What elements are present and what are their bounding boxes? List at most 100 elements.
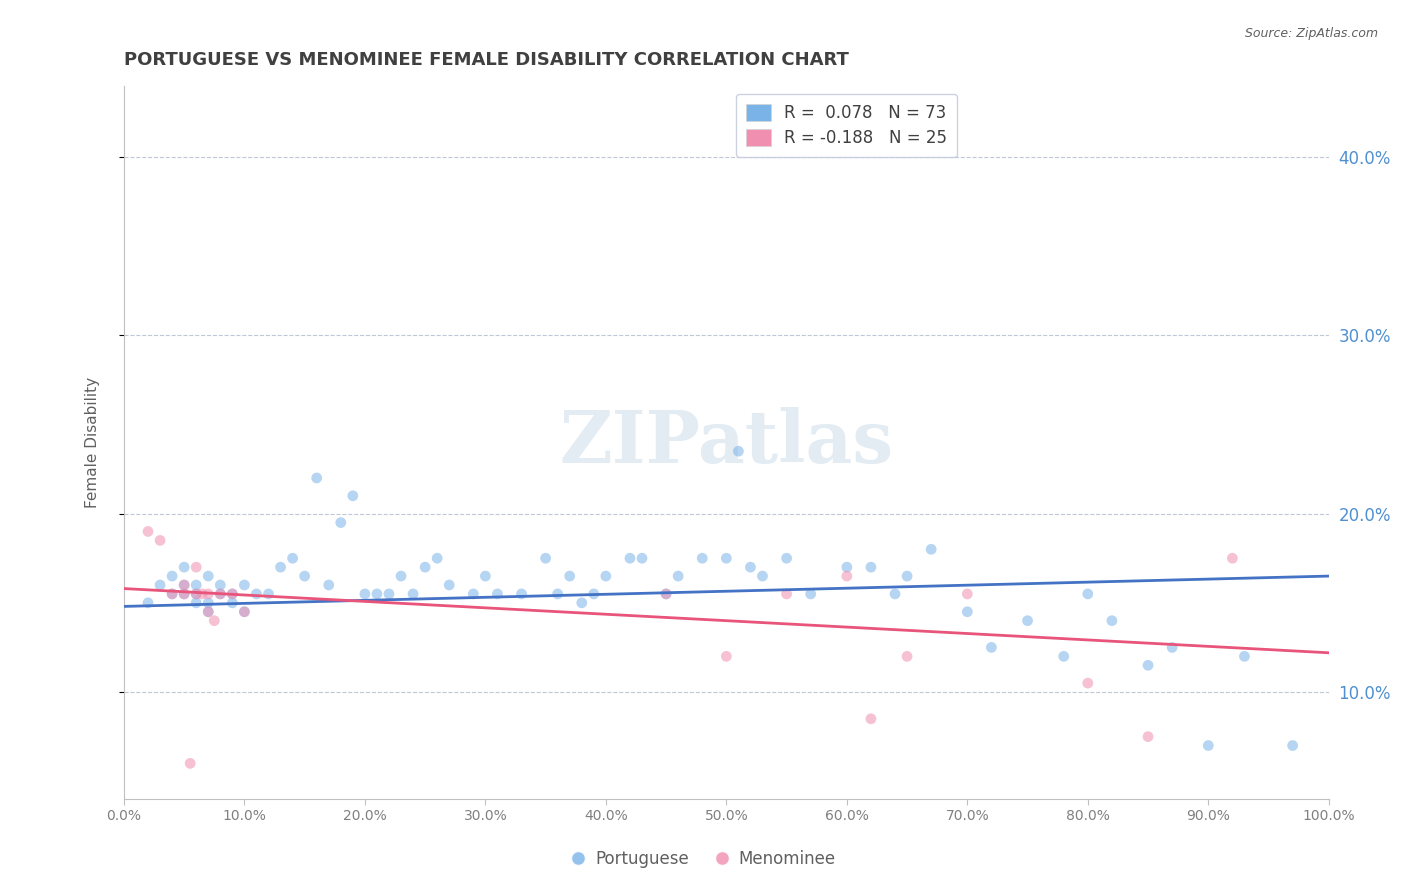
Point — [740, 560, 762, 574]
Point — [173, 560, 195, 574]
Point — [257, 587, 280, 601]
Legend: Portuguese, Menominee: Portuguese, Menominee — [564, 844, 842, 875]
Point — [510, 587, 533, 601]
Point — [173, 587, 195, 601]
Point — [281, 551, 304, 566]
Point — [191, 587, 214, 601]
Point — [209, 587, 232, 601]
Point — [197, 569, 219, 583]
Point — [582, 587, 605, 601]
Point — [775, 551, 797, 566]
Point — [209, 578, 232, 592]
Point — [439, 578, 461, 592]
Point — [318, 578, 340, 592]
Point — [402, 587, 425, 601]
Point — [197, 596, 219, 610]
Point — [835, 560, 858, 574]
Point — [202, 614, 225, 628]
Point — [270, 560, 292, 574]
Point — [378, 587, 401, 601]
Point — [751, 569, 773, 583]
Point — [1281, 739, 1303, 753]
Point — [534, 551, 557, 566]
Point — [233, 578, 256, 592]
Point — [800, 587, 823, 601]
Point — [716, 551, 738, 566]
Point — [775, 587, 797, 601]
Point — [305, 471, 328, 485]
Point — [186, 587, 208, 601]
Point — [186, 578, 208, 592]
Point — [896, 649, 918, 664]
Point — [173, 578, 195, 592]
Point — [136, 524, 159, 539]
Point — [160, 587, 183, 601]
Point — [1077, 676, 1099, 690]
Point — [329, 516, 352, 530]
Point — [690, 551, 713, 566]
Point — [173, 587, 195, 601]
Point — [233, 605, 256, 619]
Point — [655, 587, 678, 601]
Point — [1233, 649, 1256, 664]
Text: Source: ZipAtlas.com: Source: ZipAtlas.com — [1244, 27, 1378, 40]
Point — [1077, 587, 1099, 601]
Point — [1197, 739, 1219, 753]
Point — [956, 605, 979, 619]
Point — [716, 649, 738, 664]
Point — [366, 587, 388, 601]
Point — [1137, 730, 1160, 744]
Point — [179, 756, 201, 771]
Point — [595, 569, 617, 583]
Point — [354, 587, 377, 601]
Point — [956, 587, 979, 601]
Point — [186, 596, 208, 610]
Point — [619, 551, 641, 566]
Point — [474, 569, 496, 583]
Point — [186, 587, 208, 601]
Point — [1137, 658, 1160, 673]
Point — [571, 596, 593, 610]
Point — [197, 605, 219, 619]
Point — [859, 560, 882, 574]
Point — [413, 560, 436, 574]
Point — [197, 605, 219, 619]
Point — [1222, 551, 1244, 566]
Point — [859, 712, 882, 726]
Text: PORTUGUESE VS MENOMINEE FEMALE DISABILITY CORRELATION CHART: PORTUGUESE VS MENOMINEE FEMALE DISABILIT… — [124, 51, 849, 69]
Point — [631, 551, 654, 566]
Text: ZIPatlas: ZIPatlas — [560, 407, 893, 478]
Point — [197, 587, 219, 601]
Point — [342, 489, 364, 503]
Point — [727, 444, 749, 458]
Point — [835, 569, 858, 583]
Point — [980, 640, 1002, 655]
Y-axis label: Female Disability: Female Disability — [86, 376, 100, 508]
Point — [463, 587, 485, 601]
Point — [221, 587, 243, 601]
Point — [221, 596, 243, 610]
Point — [149, 533, 172, 548]
Point — [920, 542, 942, 557]
Point — [209, 587, 232, 601]
Point — [486, 587, 509, 601]
Point — [173, 578, 195, 592]
Point — [160, 587, 183, 601]
Point — [1053, 649, 1076, 664]
Point — [186, 560, 208, 574]
Point — [1017, 614, 1039, 628]
Point — [1161, 640, 1184, 655]
Point — [245, 587, 267, 601]
Point — [149, 578, 172, 592]
Point — [389, 569, 412, 583]
Point — [233, 605, 256, 619]
Point — [160, 569, 183, 583]
Point — [558, 569, 581, 583]
Point — [426, 551, 449, 566]
Point — [655, 587, 678, 601]
Point — [136, 596, 159, 610]
Point — [547, 587, 569, 601]
Point — [884, 587, 907, 601]
Point — [1101, 614, 1123, 628]
Legend: R =  0.078   N = 73, R = -0.188   N = 25: R = 0.078 N = 73, R = -0.188 N = 25 — [737, 94, 957, 157]
